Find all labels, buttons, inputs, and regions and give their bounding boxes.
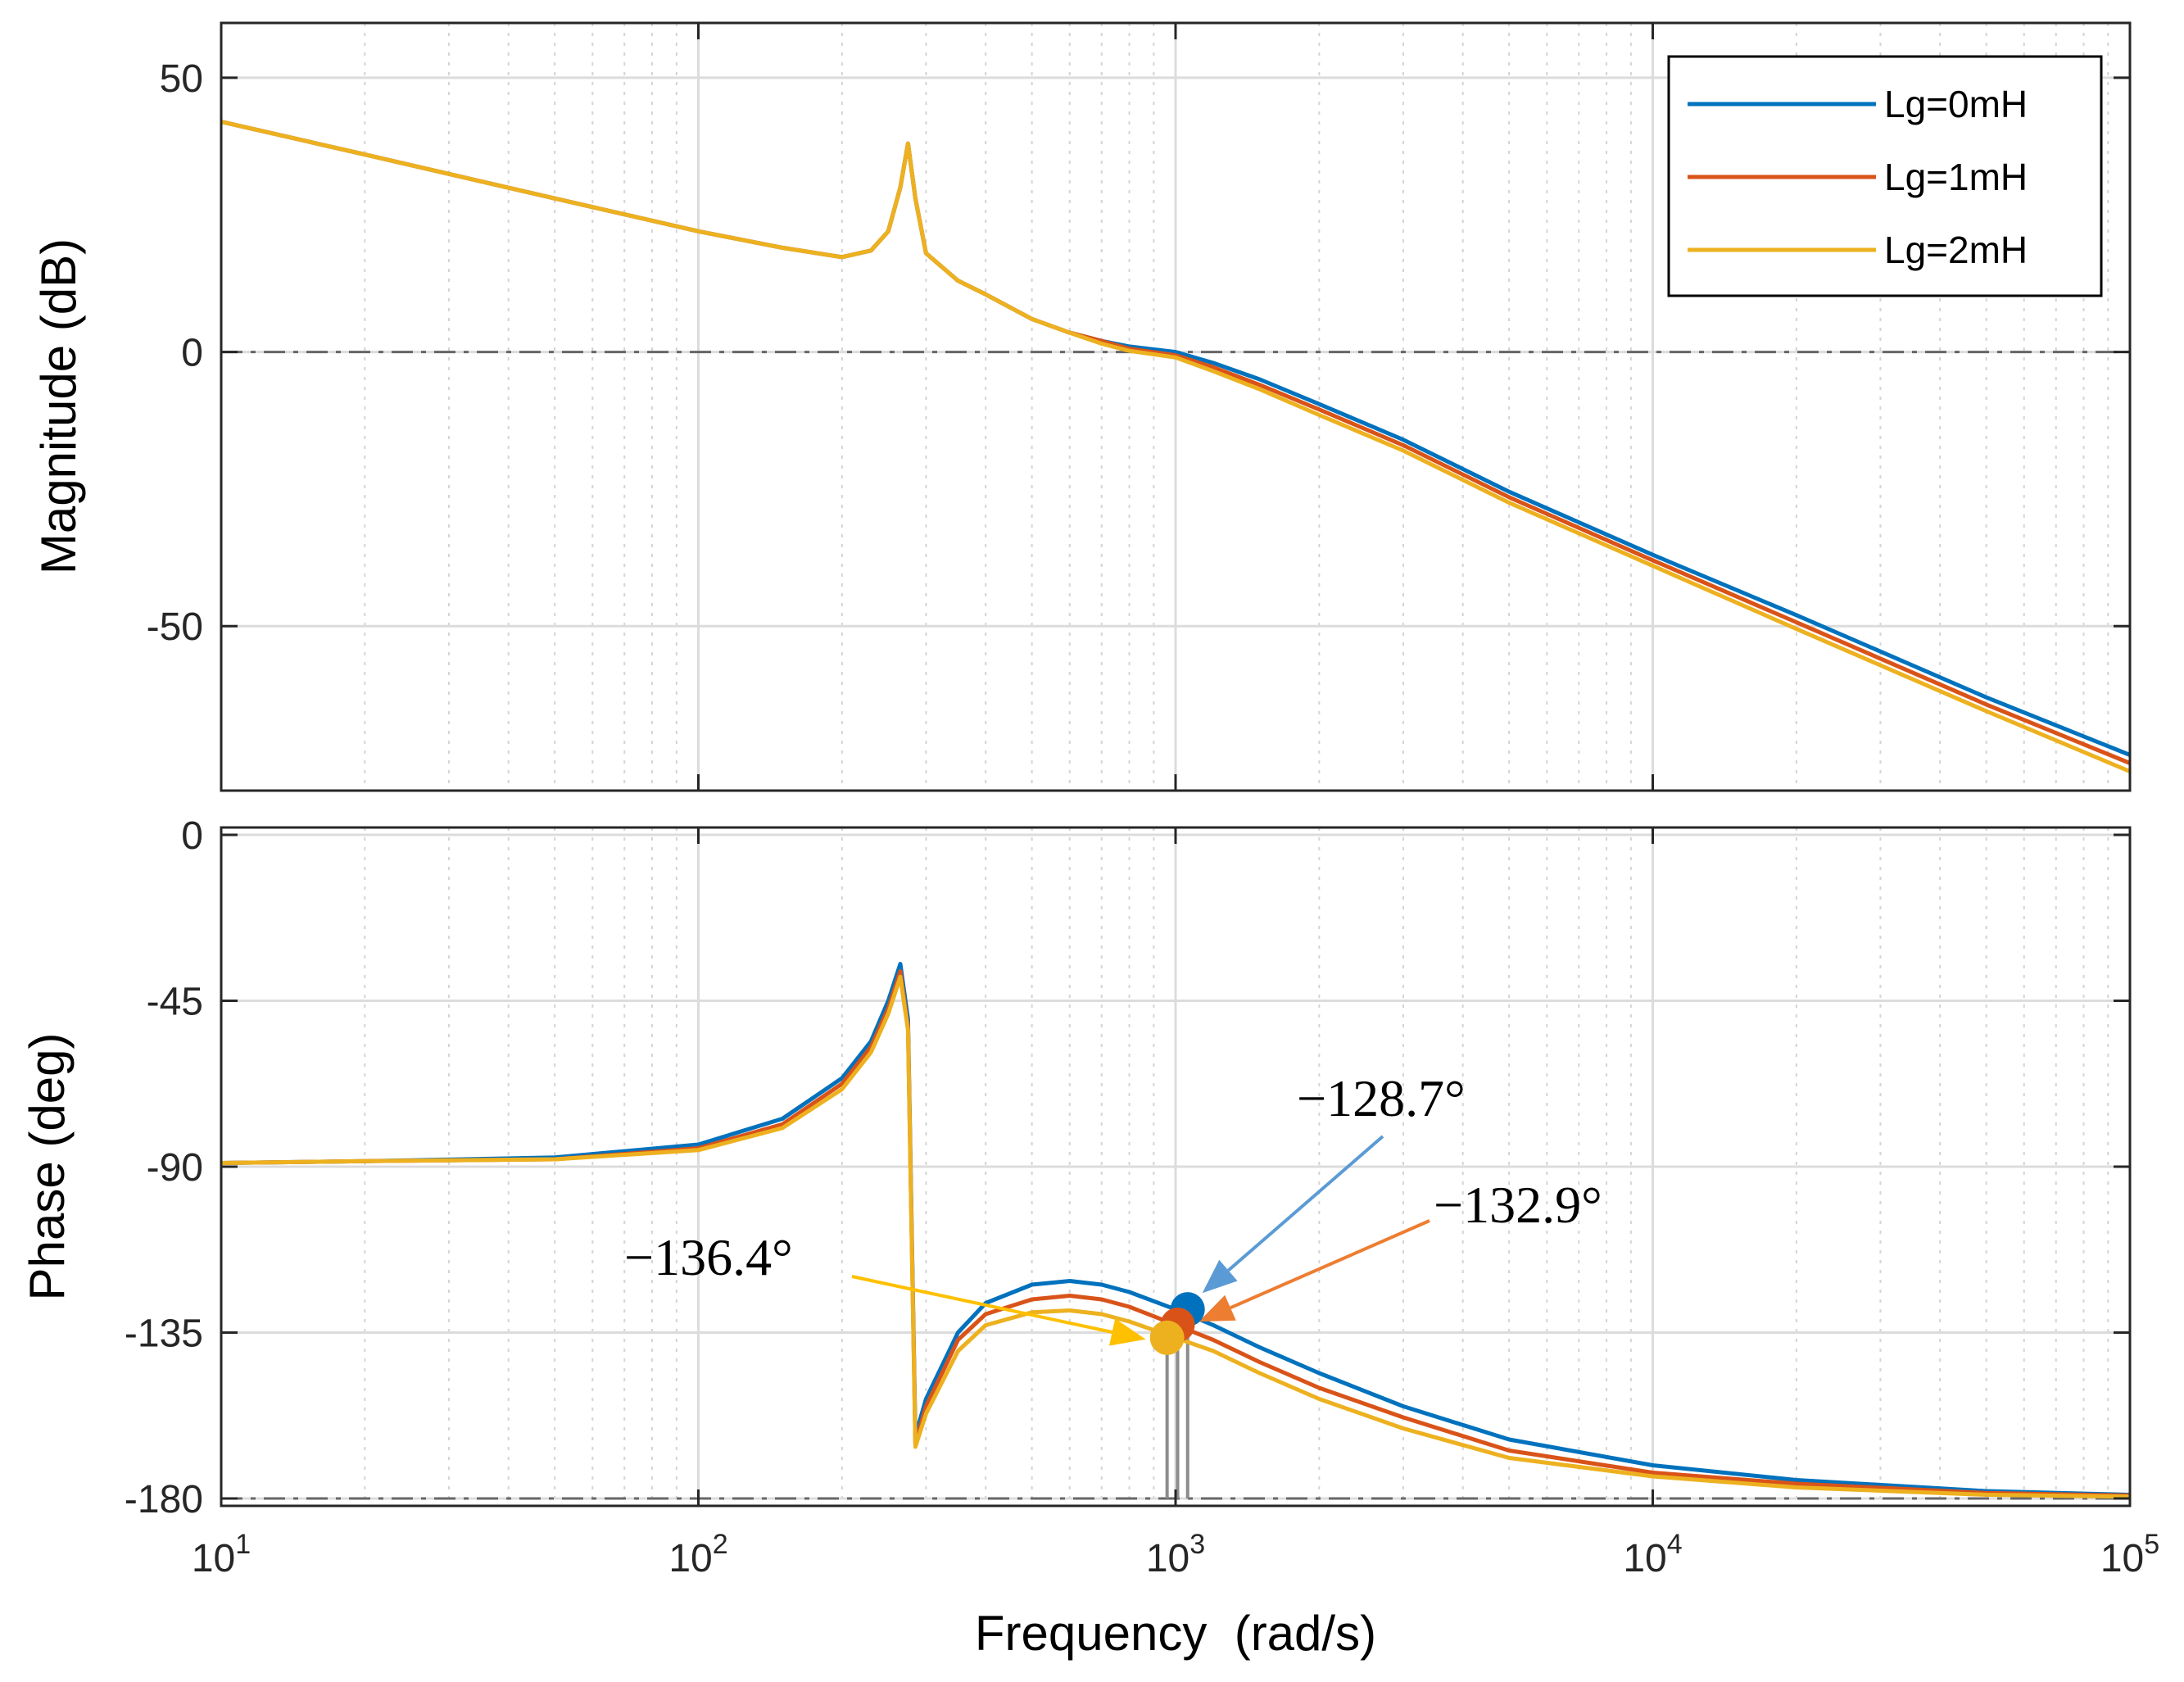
x-tick-label: 103	[1146, 1529, 1205, 1580]
y-tick-label: 50	[160, 57, 203, 101]
y-tick-label: 0	[181, 332, 203, 375]
y-tick-label: -90	[147, 1146, 203, 1190]
y-tick-label: -180	[125, 1478, 203, 1521]
legend: Lg=0mH Lg=1mH Lg=2mH	[1667, 55, 2103, 297]
phase-y-ticks: 0 -45 -90 -135 -180	[125, 814, 2130, 1521]
phase-y-axis-label: Phase (deg)	[20, 1033, 75, 1301]
y-tick-label: -135	[125, 1313, 203, 1356]
x-tick-label: 104	[1623, 1529, 1682, 1580]
magnitude-series	[221, 120, 2130, 773]
annotation-arrow-head	[1202, 1259, 1238, 1294]
series-line-lg-2mh	[221, 120, 2130, 773]
annotation-lg0-phase: −128.7°	[1297, 1069, 1466, 1127]
legend-label-lg1: Lg=1mH	[1884, 156, 2028, 198]
x-axis-ticks: 101 102 103 104 105	[192, 23, 2159, 1580]
annotation-arrow-line	[1230, 1219, 1430, 1310]
annotation-lg2-phase: −136.4°	[624, 1228, 793, 1286]
crossover-marker-lg-2mh	[1149, 1320, 1185, 1355]
annotation-lg1-phase: −132.9°	[1434, 1176, 1602, 1234]
x-axis-label: Frequency (rad/s)	[975, 1606, 1376, 1661]
x-tick-label: 101	[192, 1529, 251, 1580]
legend-label-lg0: Lg=0mH	[1884, 83, 2028, 125]
annotation-arrow-line	[1227, 1135, 1384, 1272]
x-tick-label: 102	[668, 1529, 727, 1580]
phase-series	[221, 962, 2130, 1499]
crossover-markers	[1149, 1292, 1205, 1355]
annotation-arrow-head	[1109, 1318, 1146, 1346]
annotation-arrow-line	[851, 1275, 1113, 1334]
y-tick-label: -50	[147, 605, 203, 649]
magnitude-y-ticks: 50 0 -50	[147, 57, 2130, 649]
annotation-arrow-head	[1198, 1294, 1236, 1322]
series-line-lg-0mh	[221, 962, 2130, 1497]
annotation-arrows	[851, 1135, 1430, 1346]
y-tick-label: -45	[147, 981, 203, 1024]
y-tick-label: 0	[181, 814, 203, 858]
series-line-lg-2mh	[221, 974, 2130, 1499]
series-line-lg-1mh	[221, 969, 2130, 1498]
legend-label-lg2: Lg=2mH	[1884, 229, 2028, 271]
x-tick-label: 105	[2100, 1529, 2159, 1580]
magnitude-y-axis-label: Magnitude (dB)	[31, 238, 86, 574]
